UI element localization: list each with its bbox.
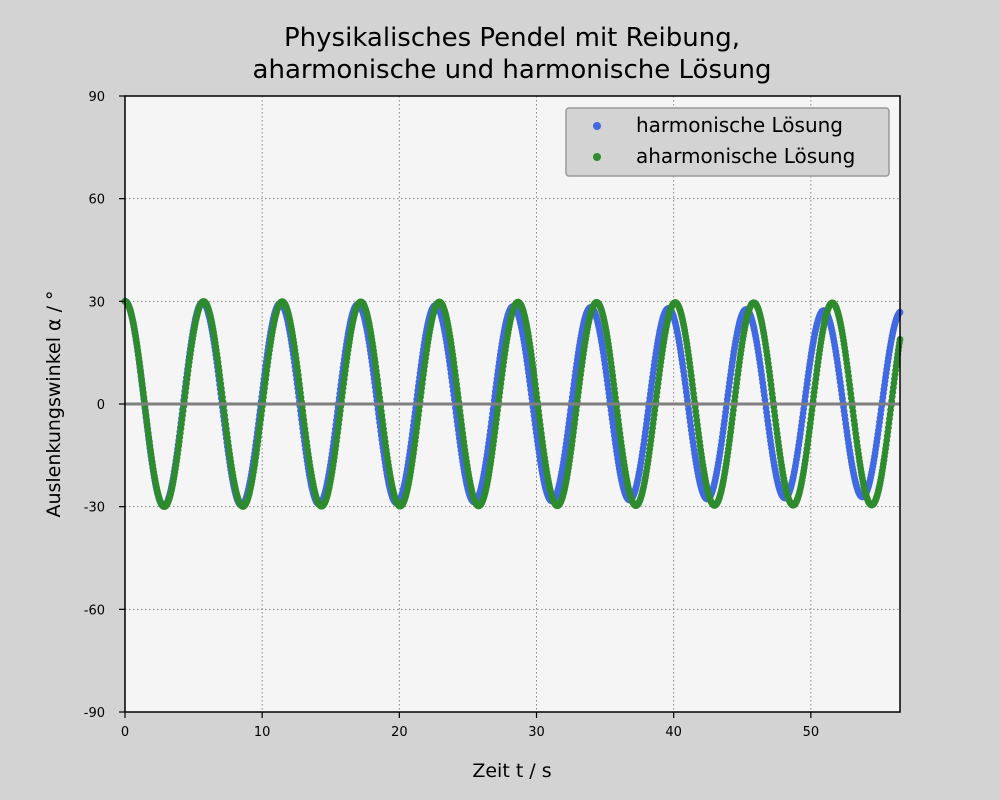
y-axis-label: Auslenkungswinkel α / ° [43,290,65,517]
chart-title-line: aharmonische und harmonische Lösung [253,55,772,85]
legend-box [565,107,890,177]
legend-label: harmonische Lösung [636,113,843,137]
x-tick-label: 30 [528,725,545,740]
x-tick-label: 0 [121,725,129,740]
y-tick-label: -60 [84,603,105,618]
legend: harmonische Lösung aharmonische Lösung [565,107,890,177]
legend-label: aharmonische Lösung [636,144,855,168]
y-tick-label: -90 [84,706,105,721]
x-tick-label: 10 [254,725,271,740]
y-tick-label: 30 [88,295,105,310]
x-tick-label: 20 [391,725,408,740]
legend-marker [593,153,601,161]
x-axis-label: Zeit t / s [472,760,551,782]
chart-title-line: Physikalisches Pendel mit Reibung, [284,23,740,53]
y-tick-label: 60 [88,193,105,208]
x-tick-label: 40 [665,725,682,740]
y-tick-label: 0 [97,398,105,413]
x-tick-label: 50 [803,725,820,740]
chart-title: Physikalisches Pendel mit Reibung,aharmo… [253,23,772,85]
y-tick-label: 90 [88,90,105,105]
series-anharmonic [121,297,904,510]
axis-ticks: 0 10 20 30 40 50 -90 -60 -30 0 30 60 90 [84,90,819,740]
series-layer [121,297,904,510]
legend-marker [593,122,601,130]
y-tick-label: -30 [84,501,105,516]
